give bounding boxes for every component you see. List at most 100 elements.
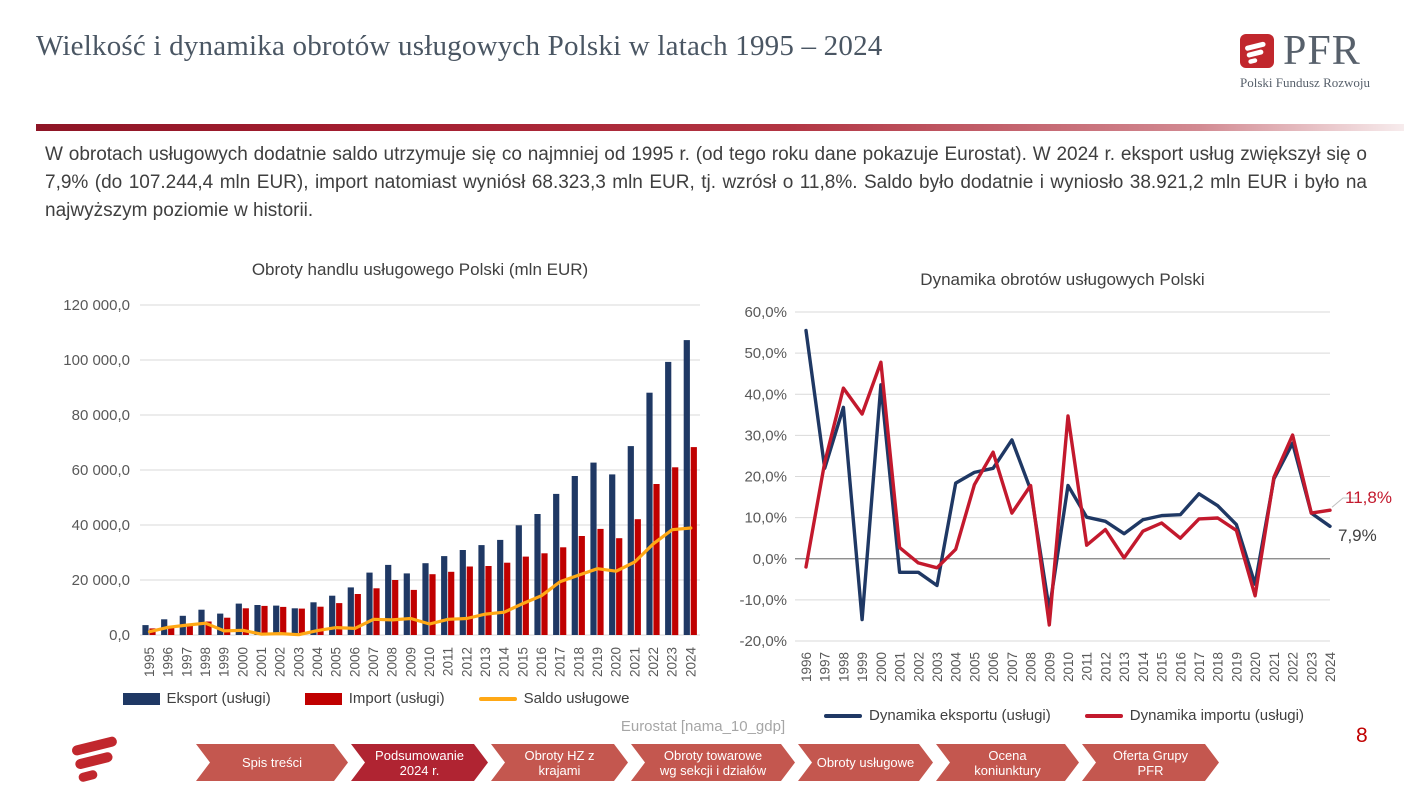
svg-text:2016: 2016 — [534, 647, 549, 677]
svg-text:2012: 2012 — [1098, 652, 1113, 682]
svg-text:2024: 2024 — [683, 647, 698, 678]
svg-text:0,0: 0,0 — [109, 627, 130, 644]
nav-item-obroty-hz-z-krajami[interactable]: Obroty HZ z krajami — [491, 744, 628, 781]
svg-text:2013: 2013 — [1117, 652, 1132, 682]
svg-text:2023: 2023 — [1304, 652, 1319, 682]
svg-text:2014: 2014 — [1136, 652, 1151, 683]
dynamics-chart-legend: Dynamika eksportu (usługi) Dynamika impo… — [724, 707, 1404, 724]
footer-nav: Spis treści Podsumowanie 2024 r. Obroty … — [196, 744, 1222, 781]
svg-text:80 000,0: 80 000,0 — [72, 407, 130, 424]
source-note: Eurostat [nama_10_gdp] — [620, 718, 786, 735]
import-dynamics-swatch — [1084, 713, 1123, 718]
svg-text:2007: 2007 — [1005, 652, 1020, 682]
svg-text:2019: 2019 — [1229, 652, 1244, 682]
legend-export: Eksport (usługi) — [122, 690, 271, 707]
svg-text:0,0%: 0,0% — [753, 551, 787, 568]
svg-text:20 000,0: 20 000,0 — [72, 572, 130, 589]
svg-text:40,0%: 40,0% — [744, 386, 787, 403]
svg-text:40 000,0: 40 000,0 — [72, 517, 130, 534]
svg-text:2003: 2003 — [291, 647, 306, 677]
footer-flag-icon — [64, 728, 136, 788]
svg-text:1995: 1995 — [142, 647, 157, 677]
svg-text:2006: 2006 — [986, 652, 1001, 682]
svg-text:120 000,0: 120 000,0 — [63, 297, 130, 314]
svg-text:2006: 2006 — [347, 647, 362, 677]
svg-text:2015: 2015 — [515, 647, 530, 677]
svg-text:2008: 2008 — [1024, 652, 1039, 682]
svg-text:2012: 2012 — [459, 647, 474, 677]
legend-import-dynamics-label: Dynamika importu (usługi) — [1129, 707, 1304, 724]
page-number: 8 — [1356, 724, 1368, 747]
svg-text:2013: 2013 — [478, 647, 493, 677]
svg-text:2014: 2014 — [497, 647, 512, 678]
pfr-logo: PFR Polski Fundusz Rozwoju — [1240, 28, 1400, 91]
svg-text:2011: 2011 — [1080, 652, 1095, 681]
svg-text:60,0%: 60,0% — [744, 304, 787, 321]
legend-saldo: Saldo usługowe — [478, 690, 629, 707]
svg-text:2004: 2004 — [310, 647, 325, 678]
svg-text:1998: 1998 — [198, 647, 213, 677]
turnover-chart: 120 000,0 100 000,0 80 000,0 60 000,0 40 000… — [63, 297, 700, 678]
legend-export-label: Eksport (usługi) — [166, 690, 271, 707]
svg-text:2019: 2019 — [590, 647, 605, 677]
brand-subtitle: Polski Fundusz Rozwoju — [1240, 75, 1371, 90]
intro-paragraph: W obrotach usługowych dodatnie saldo utr… — [45, 144, 1367, 221]
svg-text:2007: 2007 — [366, 647, 381, 677]
svg-text:2022: 2022 — [646, 647, 661, 677]
svg-text:2004: 2004 — [949, 652, 964, 683]
nav-item-spis-tresci[interactable]: Spis treści — [196, 744, 348, 781]
import-swatch — [304, 692, 342, 705]
svg-text:2018: 2018 — [571, 647, 586, 677]
saldo-swatch — [478, 696, 517, 701]
nav-item-podsumowanie-2024[interactable]: Podsumowanie 2024 r. — [351, 744, 488, 781]
svg-text:10,0%: 10,0% — [744, 510, 787, 527]
nav-item-obroty-uslugowe[interactable]: Obroty usługowe — [798, 744, 933, 781]
svg-text:2010: 2010 — [1061, 652, 1076, 682]
svg-text:2011: 2011 — [441, 647, 456, 676]
svg-text:2016: 2016 — [1173, 652, 1188, 682]
pfr-flag-icon — [1240, 34, 1274, 68]
legend-import-dynamics: Dynamika importu (usługi) — [1084, 707, 1304, 724]
svg-text:2009: 2009 — [403, 647, 418, 677]
svg-text:2010: 2010 — [422, 647, 437, 677]
svg-text:7,9%: 7,9% — [1338, 526, 1377, 545]
nav-item-oferta-grupy-pfr[interactable]: Oferta Grupy PFR — [1082, 744, 1219, 781]
dynamics-chart-title: Dynamika obrotów usługowych Polski — [920, 270, 1205, 289]
svg-text:2008: 2008 — [385, 647, 400, 677]
svg-text:1997: 1997 — [818, 652, 833, 682]
svg-text:2001: 2001 — [254, 647, 269, 677]
svg-text:2002: 2002 — [273, 647, 288, 677]
svg-text:2018: 2018 — [1211, 652, 1226, 682]
nav-item-ocena-koniunktury[interactable]: Ocena koniunktury — [936, 744, 1079, 781]
svg-text:2020: 2020 — [1248, 652, 1263, 682]
legend-import: Import (usługi) — [304, 690, 445, 707]
legend-export-dynamics: Dynamika eksportu (usługi) — [824, 707, 1051, 724]
svg-text:1996: 1996 — [799, 652, 814, 682]
svg-text:2023: 2023 — [665, 647, 680, 677]
svg-text:30,0%: 30,0% — [744, 427, 787, 444]
turnover-chart-title: Obroty handlu usługowego Polski (mln EUR… — [251, 260, 589, 279]
svg-text:2022: 2022 — [1286, 652, 1301, 682]
svg-text:1997: 1997 — [179, 647, 194, 677]
svg-text:1998: 1998 — [836, 652, 851, 682]
svg-text:2002: 2002 — [911, 652, 926, 682]
svg-text:2024: 2024 — [1323, 652, 1338, 683]
nav-item-obroty-towarowe[interactable]: Obroty towarowe wg sekcji i działów — [631, 744, 795, 781]
brand-text: PFR — [1283, 28, 1361, 74]
svg-text:2021: 2021 — [627, 647, 642, 677]
svg-text:-20,0%: -20,0% — [739, 633, 787, 650]
legend-export-dynamics-label: Dynamika eksportu (usługi) — [869, 707, 1051, 724]
svg-text:1999: 1999 — [855, 652, 870, 682]
svg-text:1996: 1996 — [161, 647, 176, 677]
svg-text:2000: 2000 — [874, 652, 889, 682]
svg-text:-10,0%: -10,0% — [739, 592, 787, 609]
svg-text:2005: 2005 — [967, 652, 982, 682]
svg-text:2017: 2017 — [1192, 652, 1207, 682]
title-divider — [36, 124, 1404, 131]
svg-text:2003: 2003 — [930, 652, 945, 682]
svg-text:11,8%: 11,8% — [1345, 488, 1392, 507]
svg-text:2005: 2005 — [329, 647, 344, 677]
export-swatch — [122, 692, 160, 705]
svg-text:2001: 2001 — [893, 652, 908, 682]
